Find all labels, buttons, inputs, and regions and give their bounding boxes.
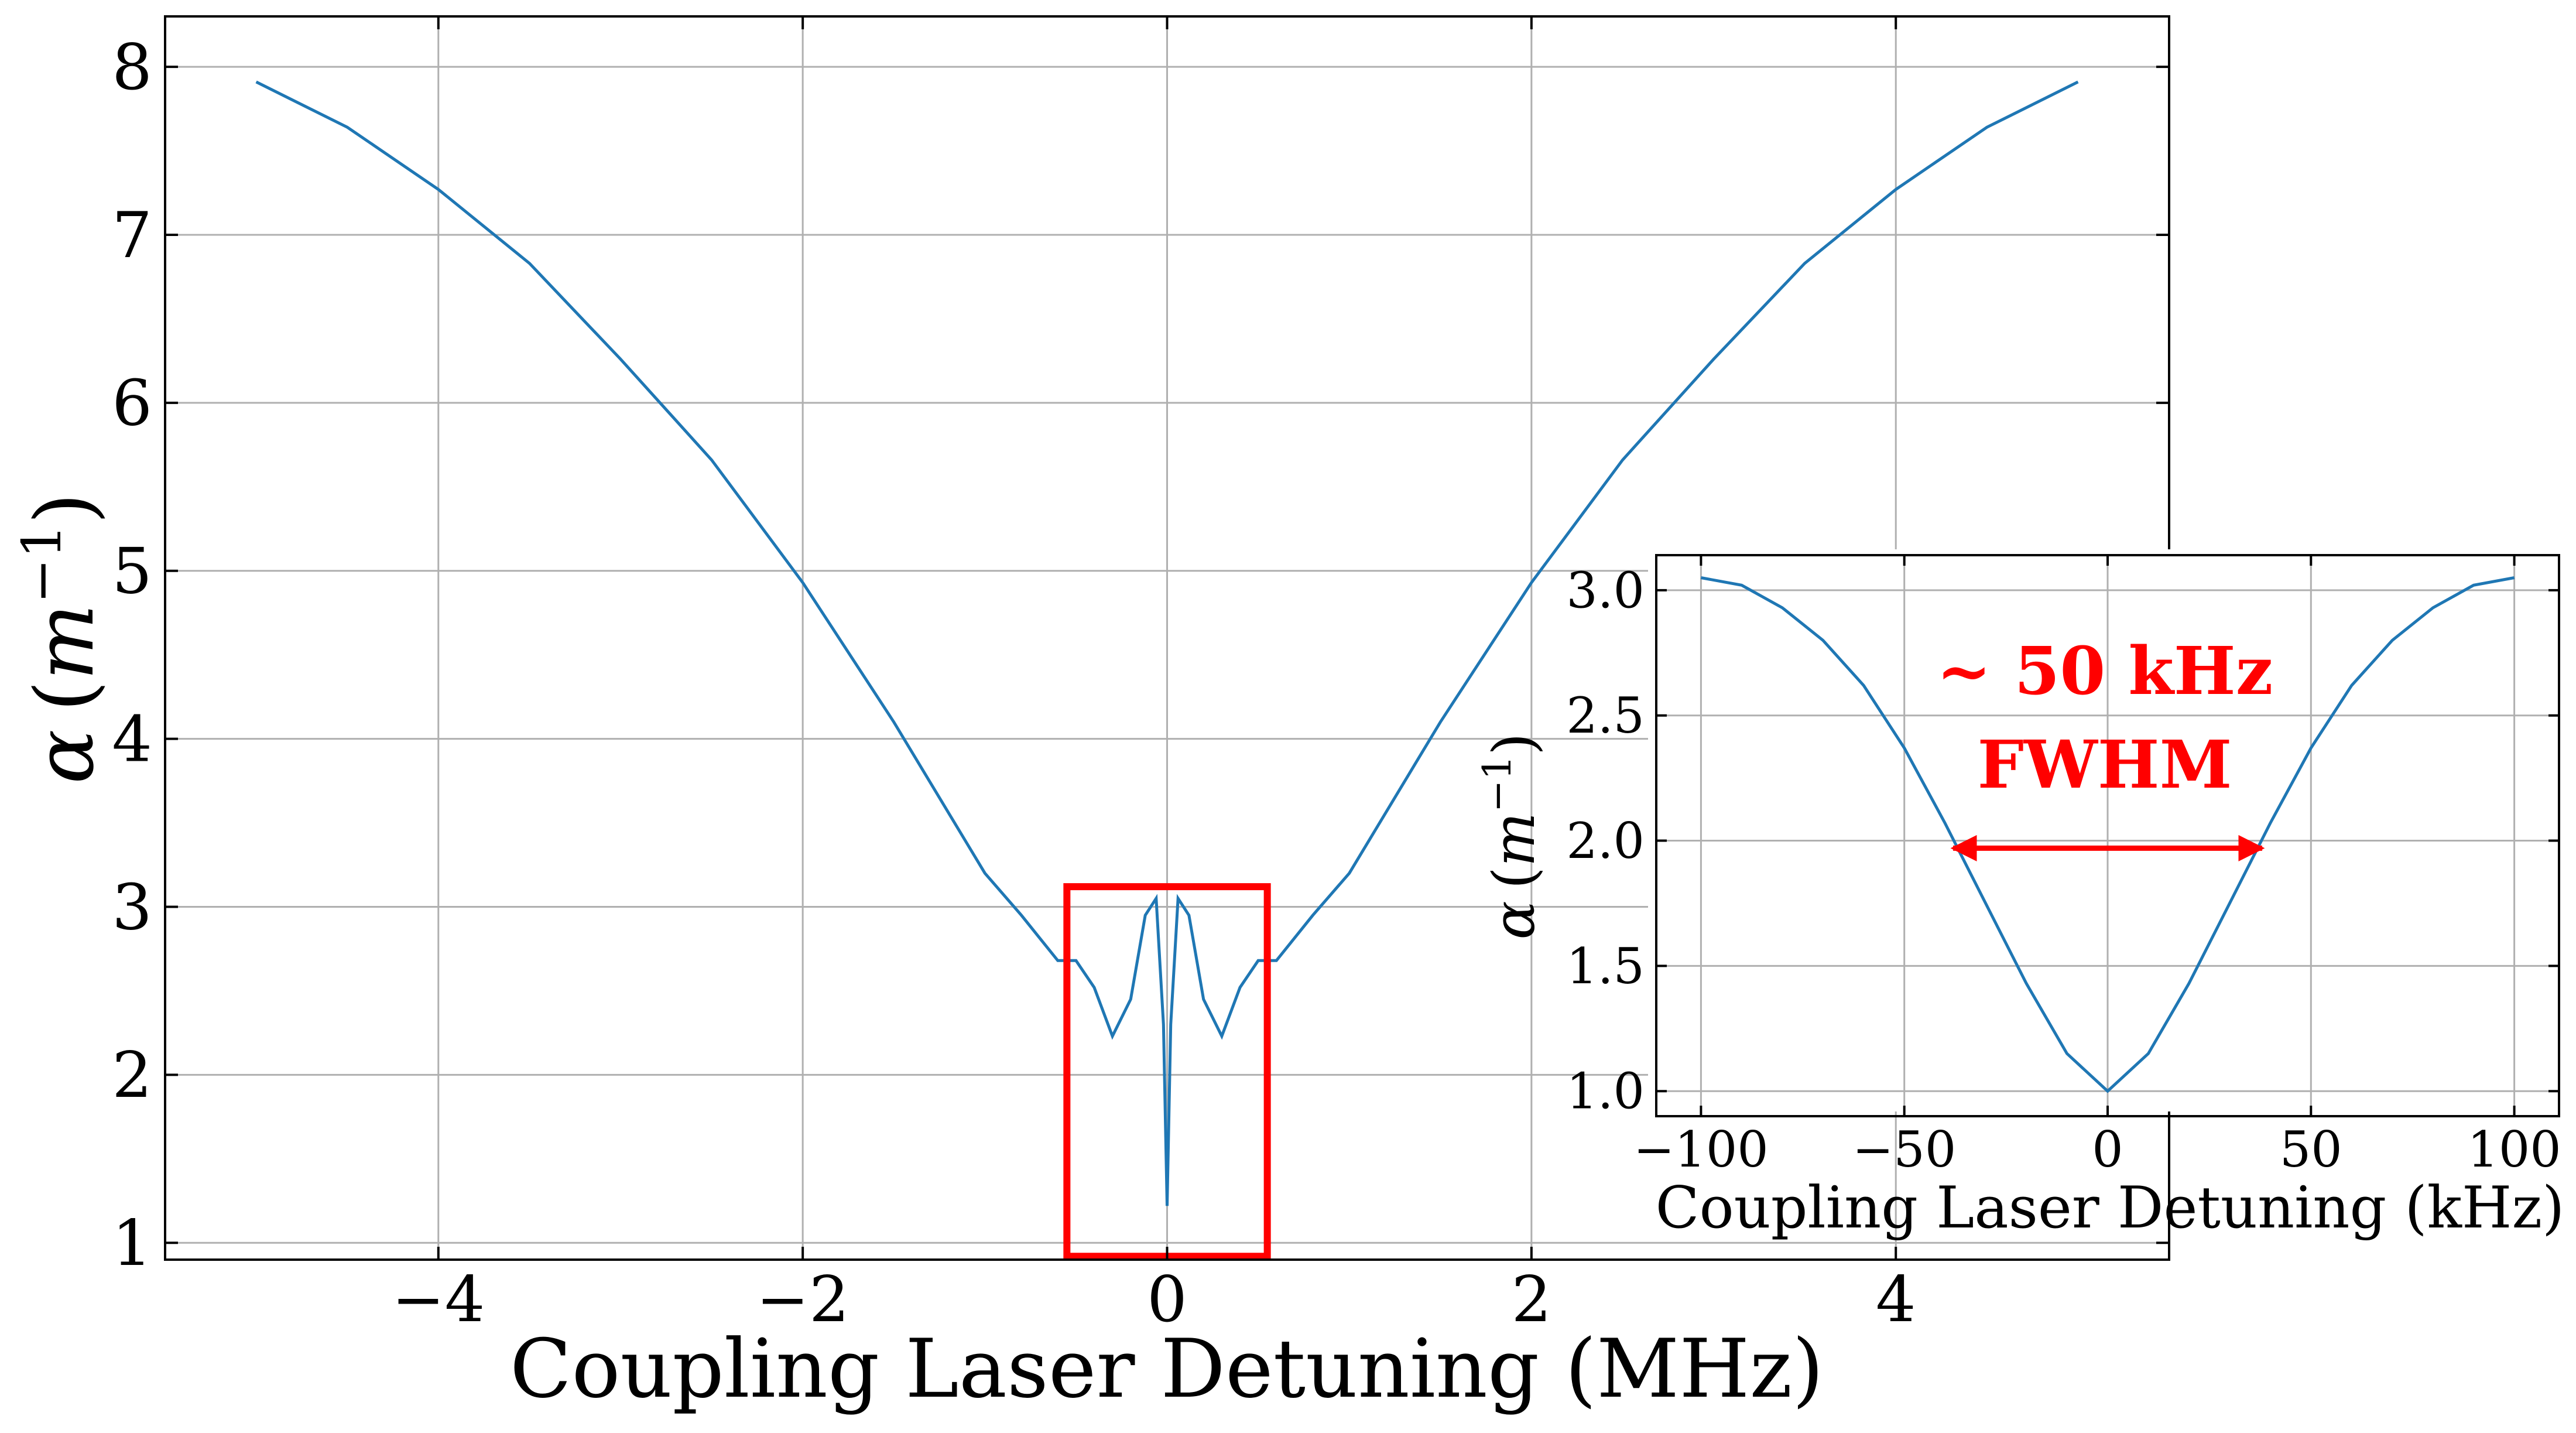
main-y-tick-label: 6 (112, 367, 152, 440)
inset-chart: ~ 50 kHz FWHM −100 −50 0 50 100 1.0 1.5 2.0 2.5 3… (1475, 549, 2564, 1242)
fwhm-annotation-line2: FWHM (1977, 727, 2232, 803)
inset-x-tick-label: 100 (2467, 1121, 2561, 1178)
main-y-tick-label: 2 (112, 1039, 152, 1112)
main-y-tick-label: 4 (112, 703, 152, 776)
inset-series-line (1700, 576, 2515, 1093)
main-y-axis-label: α (m−1) (11, 493, 112, 784)
main-y-axis-label-exp: −1 (11, 524, 73, 604)
main-x-tick-label: 4 (1876, 1263, 1916, 1336)
inset-grid (1656, 555, 2559, 1116)
inset-background (1648, 549, 2561, 1111)
inset-y-axis-label-exp: −1 (1475, 755, 1520, 812)
main-y-tick-label: 1 (112, 1207, 152, 1280)
main-x-tick-label: 2 (1512, 1263, 1552, 1336)
main-axis-ticks: −4 −2 0 2 4 1 2 3 4 5 6 7 8 (112, 16, 2169, 1336)
inset-x-tick-label: 50 (2280, 1121, 2342, 1178)
main-y-tick-label: 3 (112, 871, 152, 944)
inset-y-axis-label-close: ) (1481, 733, 1548, 755)
inset-x-tick-label: 0 (2092, 1121, 2123, 1178)
main-series-line (255, 80, 2079, 1206)
inset-y-axis-label: α (m−1) (1475, 733, 1548, 940)
inset-y-tick-label: 1.5 (1566, 938, 1645, 995)
inset-y-axis-label-unit: m (1481, 812, 1548, 867)
main-x-tick-label: −4 (392, 1263, 485, 1336)
main-x-tick-label: 0 (1147, 1263, 1187, 1336)
inset-y-tick-label: 2.5 (1566, 687, 1645, 744)
fwhm-annotation-line1: ~ 50 kHz (1937, 633, 2273, 710)
main-y-axis-label-symbol: α (18, 729, 112, 784)
inset-y-axis-label-open: ( (1481, 867, 1548, 889)
inset-y-tick-label: 2.0 (1566, 812, 1645, 870)
main-x-tick-label: −2 (756, 1263, 849, 1336)
inset-x-axis-label: Coupling Laser Detuning (kHz) (1656, 1175, 2565, 1242)
main-y-tick-label: 7 (112, 199, 152, 272)
main-y-tick-label: 8 (112, 31, 152, 104)
inset-x-tick-label: −50 (1852, 1121, 1956, 1178)
main-y-tick-label: 5 (112, 535, 152, 608)
inset-x-tick-label: −100 (1633, 1121, 1769, 1178)
main-y-axis-label-open: ( (18, 680, 112, 712)
main-y-axis-label-unit: m (18, 604, 112, 680)
main-y-axis-label-close: ) (18, 493, 112, 524)
inset-axis-ticks: −100 −50 0 50 100 1.0 1.5 2.0 2.5 3.0 (1566, 555, 2561, 1178)
inset-y-tick-label: 3.0 (1566, 562, 1645, 619)
inset-y-axis-label-symbol: α (1481, 901, 1548, 939)
main-x-axis-label: Coupling Laser Detuning (MHz) (510, 1322, 1824, 1416)
inset-y-tick-label: 1.0 (1566, 1063, 1645, 1120)
